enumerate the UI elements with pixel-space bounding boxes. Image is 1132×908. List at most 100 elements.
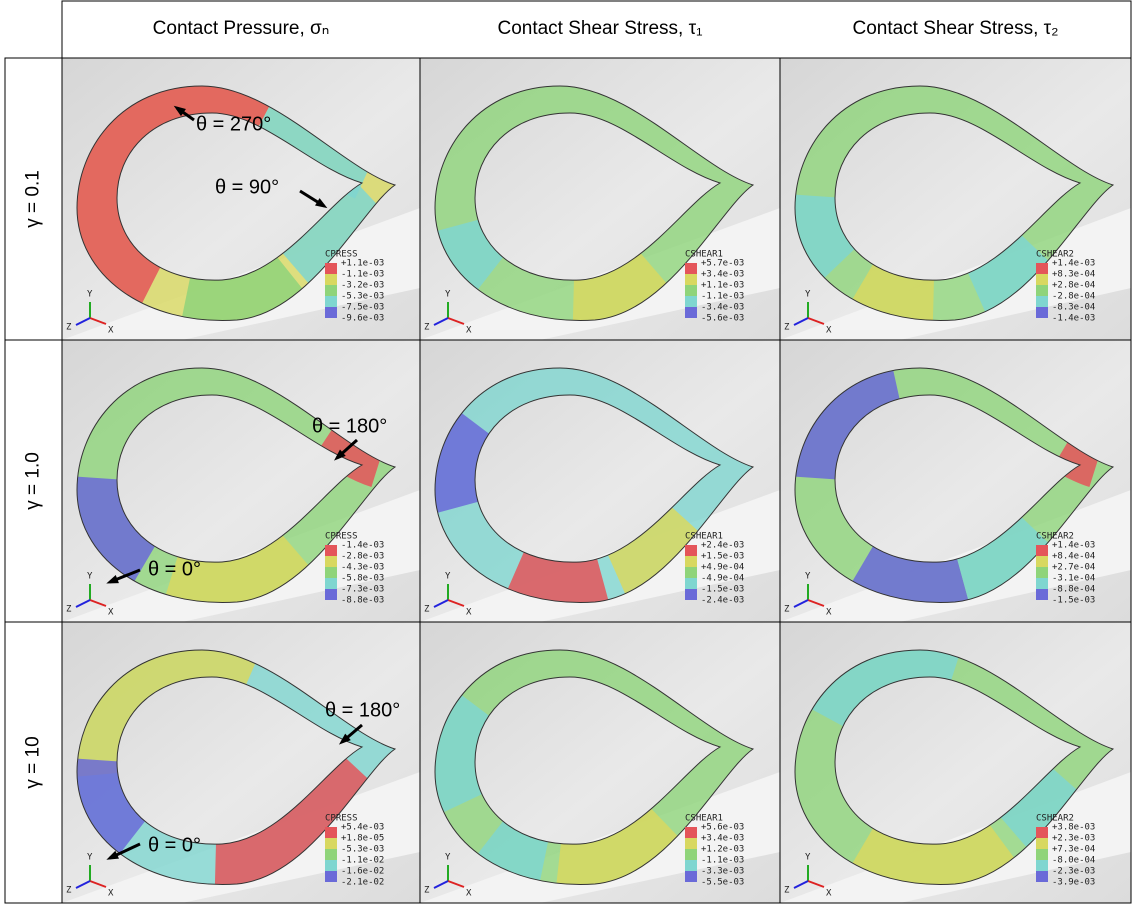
legend-label: +5.6e-03: [701, 823, 744, 833]
legend-swatch: [685, 578, 697, 589]
figure: Contact Pressure, σₙContact Shear Stress…: [0, 0, 1132, 904]
legend-swatch: [1036, 849, 1048, 860]
legend-label: +4.9e-04: [701, 563, 744, 573]
legend-label: -2.4e-03: [701, 596, 744, 606]
legend-label: -9.6e-03: [341, 314, 384, 324]
column-header: Contact Shear Stress, τ₁: [497, 18, 702, 39]
result-panel: CSHEAR1+2.4e-03+1.5e-03+4.9e-04-4.9e-04-…: [420, 340, 780, 622]
triad-label: Y: [805, 290, 811, 300]
legend-label: +3.4e-03: [701, 270, 744, 280]
legend-swatch: [1036, 307, 1048, 318]
legend-label: +2.8e-04: [1052, 281, 1095, 291]
triad-label: Y: [805, 853, 811, 863]
legend-label: -1.5e-03: [1052, 596, 1095, 606]
triad-label: X: [826, 889, 832, 899]
angle-annotation: θ = 180°: [325, 699, 400, 721]
triad-label: Z: [784, 886, 790, 896]
legend-label: +2.3e-03: [1052, 834, 1095, 844]
result-panel: CPRESS+5.4e-03+1.8e-05-5.3e-03-1.1e-02-1…: [62, 622, 420, 903]
triad-label: X: [826, 608, 832, 618]
triad-label: Z: [784, 323, 790, 333]
result-panel: CPRESS-1.4e-03-2.8e-03-4.3e-03-5.8e-03-7…: [62, 340, 420, 622]
legend-swatch: [685, 263, 697, 274]
triad-label: Y: [445, 572, 451, 582]
legend-label: +5.4e-03: [341, 823, 384, 833]
legend-label: +1.5e-03: [701, 552, 744, 562]
legend-swatch: [325, 285, 337, 296]
triad-label: Z: [424, 323, 430, 333]
triad-label: X: [108, 326, 114, 336]
legend-swatch: [325, 274, 337, 285]
legend-label: -4.3e-03: [341, 563, 384, 573]
legend-label: -5.3e-03: [341, 845, 384, 855]
legend-label: -5.8e-03: [341, 574, 384, 584]
legend-label: +2.7e-04: [1052, 563, 1095, 573]
legend-swatch: [325, 263, 337, 274]
result-panel: CPRESS+1.1e-03-1.1e-03-3.2e-03-5.3e-03-7…: [62, 58, 420, 340]
legend-label: -3.2e-03: [341, 281, 384, 291]
legend-label: +1.4e-03: [1052, 259, 1095, 269]
legend-swatch: [1036, 578, 1048, 589]
result-panel: CSHEAR2+1.4e-03+8.4e-04+2.7e-04-3.1e-04-…: [780, 340, 1131, 622]
legend-label: -1.5e-03: [701, 585, 744, 595]
legend-label: +1.1e-03: [341, 259, 384, 269]
legend-swatch: [325, 838, 337, 849]
legend-label: +1.2e-03: [701, 845, 744, 855]
legend-label: -1.1e-03: [701, 856, 744, 866]
triad-label: X: [108, 608, 114, 618]
triad-label: X: [466, 326, 472, 336]
legend-label: +1.1e-03: [701, 281, 744, 291]
angle-annotation: θ = 270°: [196, 113, 271, 135]
legend-label: -5.5e-03: [701, 878, 744, 888]
legend-label: -7.3e-03: [341, 585, 384, 595]
legend-swatch: [685, 285, 697, 296]
legend-label: +1.4e-03: [1052, 541, 1095, 551]
triad-label: Z: [424, 886, 430, 896]
legend-label: +1.8e-05: [341, 834, 384, 844]
legend-label: -1.4e-03: [1052, 314, 1095, 324]
legend-label: -2.3e-03: [1052, 867, 1095, 877]
legend-label: -3.9e-03: [1052, 878, 1095, 888]
result-panel: CSHEAR1+5.6e-03+3.4e-03+1.2e-03-1.1e-03-…: [420, 622, 780, 903]
legend-swatch: [325, 871, 337, 882]
angle-annotation: θ = 180°: [312, 415, 387, 437]
legend-swatch: [685, 556, 697, 567]
legend-label: -2.8e-04: [1052, 292, 1095, 302]
legend-swatch: [685, 589, 697, 600]
legend-swatch: [325, 307, 337, 318]
triad-label: X: [466, 608, 472, 618]
legend-label: -1.1e-02: [341, 856, 384, 866]
triad-label: Y: [445, 853, 451, 863]
legend-swatch: [1036, 556, 1048, 567]
legend-swatch: [325, 567, 337, 578]
legend-label: -1.1e-03: [341, 270, 384, 280]
result-panel: CSHEAR2+1.4e-03+8.3e-04+2.8e-04-2.8e-04-…: [780, 58, 1131, 340]
legend-swatch: [1036, 263, 1048, 274]
legend-label: +5.7e-03: [701, 259, 744, 269]
legend-label: -4.9e-04: [701, 574, 744, 584]
legend-swatch: [685, 860, 697, 871]
triad-label: Z: [784, 605, 790, 615]
triad-label: X: [108, 889, 114, 899]
legend-label: -3.3e-03: [701, 867, 744, 877]
legend-label: -8.3e-04: [1052, 303, 1095, 313]
legend-swatch: [685, 274, 697, 285]
legend-swatch: [685, 296, 697, 307]
legend-label: -5.3e-03: [341, 292, 384, 302]
triad-label: Z: [66, 605, 72, 615]
legend-swatch: [325, 589, 337, 600]
legend-swatch: [1036, 545, 1048, 556]
legend-swatch: [685, 307, 697, 318]
triad-label: Y: [445, 290, 451, 300]
legend-swatch: [685, 567, 697, 578]
legend-swatch: [685, 545, 697, 556]
legend-swatch: [1036, 589, 1048, 600]
angle-annotation: θ = 0°: [148, 834, 201, 856]
legend-swatch: [325, 827, 337, 838]
legend-label: +8.4e-04: [1052, 552, 1095, 562]
triad-label: X: [466, 889, 472, 899]
legend-label: -1.1e-03: [701, 292, 744, 302]
legend-swatch: [1036, 285, 1048, 296]
triad-label: Z: [424, 605, 430, 615]
legend-swatch: [325, 556, 337, 567]
